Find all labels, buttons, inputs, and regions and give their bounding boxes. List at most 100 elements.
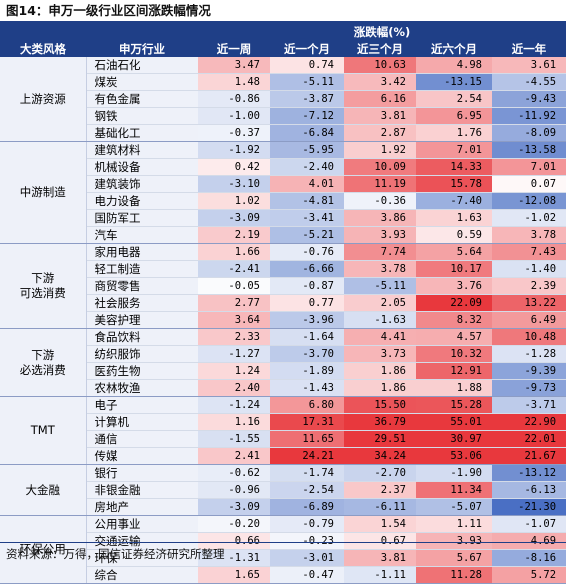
- source-note: 资料来源：万得，国信证券经济研究所整理: [6, 547, 225, 561]
- value-cell: 10.63: [344, 57, 416, 74]
- value-cell: -1.55: [198, 430, 270, 448]
- value-cell: 1.54: [344, 515, 416, 533]
- value-cell: -12.08: [492, 192, 566, 210]
- value-cell: -5.95: [270, 141, 344, 159]
- value-cell: 0.59: [416, 226, 492, 244]
- value-cell: 0.67: [344, 532, 416, 550]
- value-cell: 36.79: [344, 413, 416, 431]
- value-cell: -2.40: [270, 158, 344, 176]
- value-cell: 22.01: [492, 430, 566, 448]
- value-cell: 6.49: [492, 311, 566, 329]
- value-cell: 3.81: [344, 107, 416, 125]
- value-cell: 4.41: [344, 328, 416, 346]
- value-cell: 1.16: [198, 413, 270, 431]
- value-cell: -0.96: [198, 481, 270, 499]
- industry-cell: 银行: [86, 464, 198, 482]
- table-row: 轻工制造 -2.41 -6.66 3.78 10.17 -1.40: [0, 260, 566, 278]
- industry-cell: 电力设备: [86, 192, 198, 210]
- value-cell: 2.39: [492, 277, 566, 295]
- table-row: 环保 -1.31 -3.01 3.81 5.67 -8.16: [0, 549, 566, 567]
- value-cell: 4.98: [416, 57, 492, 74]
- value-cell: -0.87: [270, 277, 344, 295]
- value-cell: -1.28: [492, 345, 566, 363]
- industry-cell: 房地产: [86, 498, 198, 516]
- category-cell: 下游 可选消费: [0, 243, 87, 329]
- value-cell: -1.31: [198, 549, 270, 567]
- value-cell: -13.15: [416, 73, 492, 91]
- value-cell: 30.97: [416, 430, 492, 448]
- value-cell: -4.55: [492, 73, 566, 91]
- value-cell: -9.73: [492, 379, 566, 397]
- value-cell: 1.24: [198, 362, 270, 380]
- value-cell: -2.54: [270, 481, 344, 499]
- industry-returns-table: 涨跌幅(%) 大类风格 申万行业 近一周 近一个月 近三个月 近六个月 近一年 …: [0, 23, 566, 584]
- industry-cell: 通信: [86, 430, 198, 448]
- value-cell: -3.71: [492, 396, 566, 414]
- value-cell: 1.86: [344, 362, 416, 380]
- value-cell: 2.05: [344, 294, 416, 312]
- table-row: 下游 必选消费 食品饮料 2.33 -1.64 4.41 4.57 10.48: [0, 328, 566, 397]
- figure-title: 图14：申万一级行业区间涨跌幅情况: [6, 3, 211, 18]
- industry-cell: 家用电器: [86, 243, 198, 261]
- value-cell: 11.19: [344, 175, 416, 193]
- industry-cell: 煤炭: [86, 73, 198, 91]
- value-cell: 2.41: [198, 447, 270, 465]
- value-cell: -1.02: [492, 209, 566, 227]
- value-cell: 1.65: [198, 566, 270, 584]
- value-cell: 2.19: [198, 226, 270, 244]
- industry-cell: 机械设备: [86, 158, 198, 176]
- value-cell: 2.77: [198, 294, 270, 312]
- value-cell: 0.77: [270, 294, 344, 312]
- value-cell: 3.47: [198, 57, 270, 74]
- value-cell: 4.01: [270, 175, 344, 193]
- header-row: 大类风格 申万行业 近一周 近一个月 近三个月 近六个月 近一年: [0, 40, 566, 57]
- value-cell: -6.66: [270, 260, 344, 278]
- value-cell: 10.17: [416, 260, 492, 278]
- value-cell: 1.92: [344, 141, 416, 159]
- table-row: 汽车 2.19 -5.21 3.93 0.59 3.78: [0, 226, 566, 244]
- table-row: 电力设备 1.02 -4.81 -0.36 -7.40 -12.08: [0, 192, 566, 210]
- table-row: 传媒 2.41 24.21 34.24 53.06 21.67: [0, 447, 566, 465]
- value-cell: 2.37: [344, 481, 416, 499]
- value-cell: -1.11: [344, 566, 416, 584]
- value-cell: 1.76: [416, 124, 492, 142]
- value-cell: -0.23: [270, 532, 344, 550]
- value-cell: 0.07: [492, 175, 566, 193]
- value-cell: 1.66: [198, 243, 270, 261]
- value-cell: 1.88: [416, 379, 492, 397]
- category-cell: TMT: [0, 396, 87, 465]
- value-cell: 15.28: [416, 396, 492, 414]
- table-row: 纺织服饰 -1.27 -3.70 3.73 10.32 -1.28: [0, 345, 566, 363]
- title-rule: [0, 21, 566, 23]
- value-cell: 6.16: [344, 90, 416, 108]
- value-cell: -0.79: [270, 515, 344, 533]
- value-cell: -3.41: [270, 209, 344, 227]
- value-cell: -9.39: [492, 362, 566, 380]
- value-cell: -1.24: [198, 396, 270, 414]
- industry-cell: 非银金融: [86, 481, 198, 499]
- table-row: TMT 电子 -1.24 6.80 15.50 15.28 -3.71: [0, 396, 566, 465]
- value-cell: 6.95: [416, 107, 492, 125]
- value-cell: -3.96: [270, 311, 344, 329]
- value-cell: -1.00: [198, 107, 270, 125]
- industry-header: 申万行业: [86, 40, 198, 57]
- value-cell: 3.81: [344, 549, 416, 567]
- footer-rule: [0, 542, 566, 543]
- industry-cell: 建筑材料: [86, 141, 198, 159]
- value-cell: 7.74: [344, 243, 416, 261]
- value-cell: 10.09: [344, 158, 416, 176]
- value-cell: -0.37: [198, 124, 270, 142]
- table-row: 房地产 -3.09 -6.89 -6.11 -5.07 -21.30: [0, 498, 566, 516]
- table-row: 医药生物 1.24 -1.89 1.86 12.91 -9.39: [0, 362, 566, 380]
- value-cell: -1.63: [344, 311, 416, 329]
- table-row: 基础化工 -0.37 -6.84 2.87 1.76 -8.09: [0, 124, 566, 142]
- value-cell: -13.58: [492, 141, 566, 159]
- value-cell: 0.74: [270, 57, 344, 74]
- value-cell: 3.73: [344, 345, 416, 363]
- value-cell: 5.64: [416, 243, 492, 261]
- value-cell: -0.47: [270, 566, 344, 584]
- value-cell: 5.67: [416, 549, 492, 567]
- value-cell: 8.32: [416, 311, 492, 329]
- industry-cell: 轻工制造: [86, 260, 198, 278]
- value-cell: 53.06: [416, 447, 492, 465]
